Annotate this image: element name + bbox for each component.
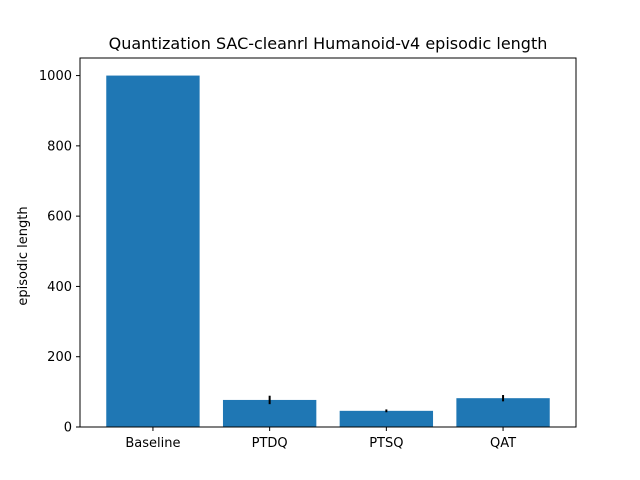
x-tick-label: PTSQ bbox=[369, 436, 403, 451]
chart-title: Quantization SAC-cleanrl Humanoid-v4 epi… bbox=[109, 34, 548, 53]
y-tick-label: 0 bbox=[64, 421, 72, 436]
bar-ptdq bbox=[222, 399, 317, 427]
y-tick-label: 1000 bbox=[39, 69, 72, 84]
axes-frame bbox=[79, 57, 577, 428]
bar-baseline bbox=[106, 75, 200, 428]
x-tick-label: QAT bbox=[490, 436, 516, 451]
y-axis-label: episodic length bbox=[16, 206, 31, 305]
y-tick-label: 800 bbox=[47, 139, 72, 154]
y-tick-label: 400 bbox=[47, 280, 72, 295]
x-tick-label: PTDQ bbox=[252, 436, 288, 451]
plot-area: Baseline PTDQ PTSQ QAT 0 200 400 600 800 1000 bbox=[39, 57, 577, 451]
y-tick-label: 600 bbox=[47, 210, 72, 225]
y-tick-label: 200 bbox=[47, 350, 72, 365]
bar-ptsq bbox=[339, 410, 434, 427]
x-tick-label: Baseline bbox=[125, 436, 180, 451]
bar-qat bbox=[456, 398, 550, 427]
